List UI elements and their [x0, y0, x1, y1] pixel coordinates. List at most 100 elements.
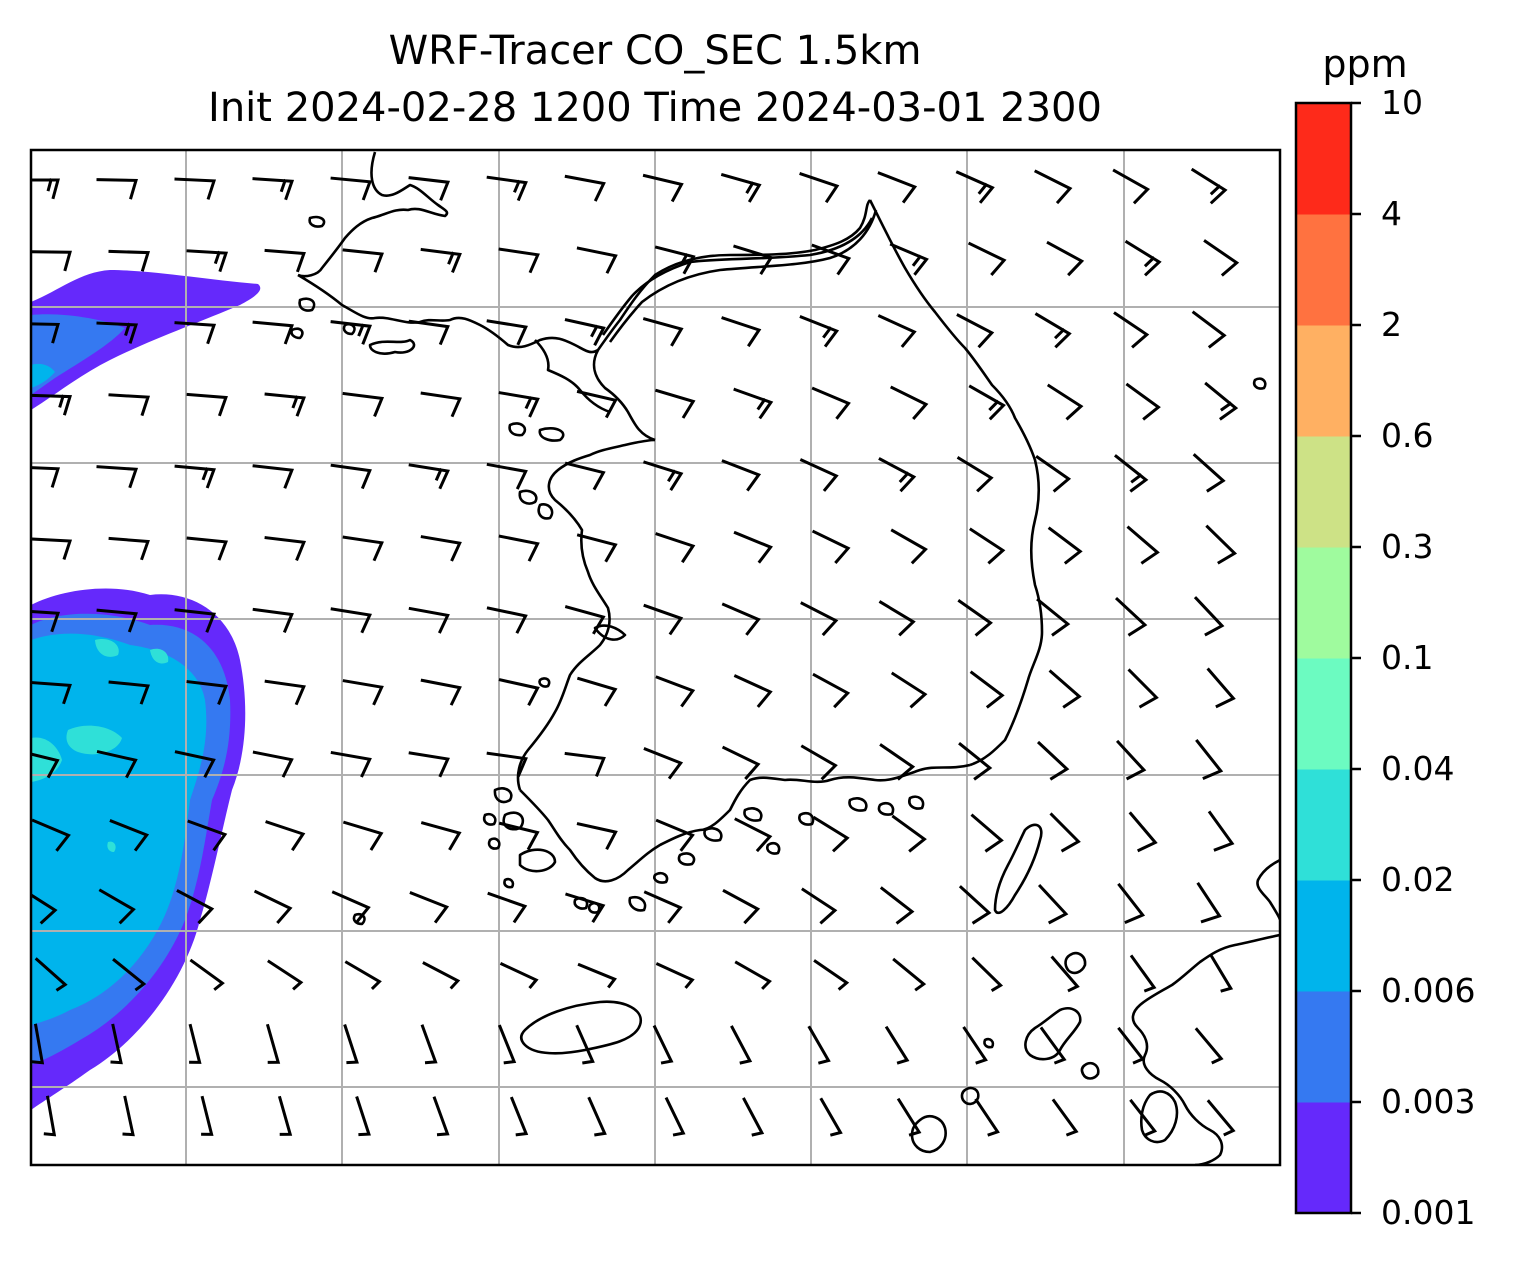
wind-barb	[498, 534, 540, 562]
wind-barb	[174, 177, 217, 200]
wind-barb	[31, 893, 58, 925]
colorbar-tick-label: 2	[1381, 305, 1402, 344]
wind-barb	[499, 962, 539, 990]
wind-barb	[420, 821, 462, 851]
wind-barb	[486, 175, 528, 202]
wind-barb	[801, 887, 838, 925]
wind-barb	[342, 391, 385, 417]
wind-barb	[1046, 240, 1085, 277]
wind-barb	[564, 174, 606, 202]
tracer-plume-upper	[31, 270, 261, 410]
wind-barb	[1113, 311, 1150, 349]
wind-barb	[264, 392, 306, 417]
wind-barb	[576, 246, 618, 274]
wind-barb	[642, 173, 684, 203]
wind-barb	[498, 247, 540, 274]
wind-barb	[1113, 454, 1149, 493]
wind-barb	[576, 676, 618, 707]
wind-barb	[486, 462, 528, 490]
wind-barb	[343, 1024, 359, 1065]
wind-barb	[955, 170, 995, 204]
wind-barb	[655, 818, 695, 852]
wind-barb	[187, 819, 228, 852]
wind-barb	[1046, 383, 1084, 421]
wind-barb	[721, 459, 762, 492]
wind-barb	[576, 389, 618, 419]
wind-barb	[877, 171, 918, 204]
wind-barb	[252, 177, 295, 201]
wind-barb	[733, 387, 774, 420]
wind-barb	[253, 889, 293, 925]
colorbar-tick-label: 0.6	[1381, 416, 1434, 455]
wind-barb	[110, 1023, 123, 1065]
wind-barb	[733, 530, 773, 564]
wind-barb	[742, 1097, 765, 1137]
map-title-line-2: Init 2024-02-28 1200 Time 2024-03-01 230…	[208, 85, 1102, 131]
wind-barb	[31, 466, 61, 488]
wind-barb	[486, 751, 528, 778]
wind-barb	[890, 671, 928, 709]
map-title-line-1: WRF-Tracer CO_SEC 1.5km	[388, 28, 922, 74]
wind-barb	[721, 602, 761, 636]
wind-barb	[497, 1024, 517, 1065]
wind-barb	[1124, 239, 1162, 277]
wind-barb	[878, 600, 916, 637]
wind-barb	[957, 599, 993, 637]
colorbar-segment	[1296, 325, 1351, 437]
wind-barb	[265, 820, 306, 852]
wind-barb	[96, 178, 138, 200]
wind-barb	[267, 959, 304, 991]
wind-barb	[970, 813, 1004, 853]
wind-barb	[189, 958, 225, 991]
wind-barb	[174, 464, 216, 489]
wind-barb	[652, 1024, 674, 1065]
wind-barb	[889, 385, 929, 421]
wind-barb	[330, 463, 372, 490]
colorbar-tick-label: 0.006	[1381, 971, 1476, 1010]
colorbar-tick-label: 0.3	[1381, 527, 1434, 566]
map-frame	[29, 148, 1282, 1167]
wind-barb	[967, 241, 1007, 277]
wind-barb	[1194, 1027, 1224, 1065]
wind-barb	[819, 1097, 843, 1137]
wind-barb	[564, 605, 606, 635]
wind-barb	[1035, 455, 1072, 493]
wind-barb	[420, 535, 462, 562]
wind-barb	[31, 537, 73, 560]
wind-barb	[112, 957, 147, 992]
wind-barb	[721, 745, 761, 781]
wind-barb	[96, 608, 138, 633]
wind-barb	[1117, 882, 1146, 924]
wind-barb	[31, 681, 72, 705]
wind-barb	[1049, 812, 1081, 853]
wind-barb	[1050, 955, 1080, 993]
colorbar-tick-label: 0.02	[1381, 860, 1455, 899]
wind-barb	[252, 320, 294, 345]
wind-barb	[420, 391, 462, 418]
wind-barb	[564, 318, 606, 347]
wind-barb	[420, 247, 462, 274]
wind-barb	[31, 818, 71, 852]
colorbar-tick-label: 0.003	[1381, 1082, 1476, 1121]
colorbar-segment	[1296, 547, 1351, 659]
wind-barb	[96, 465, 139, 489]
wind-barb	[1209, 953, 1234, 993]
wind-barb	[96, 321, 139, 344]
wind-barb	[800, 601, 839, 637]
wind-barb	[884, 1025, 910, 1065]
wind-barb	[892, 957, 927, 992]
wind-barb	[277, 1095, 293, 1136]
wind-barb	[1039, 1026, 1067, 1065]
wind-barb	[1203, 239, 1240, 277]
wind-barb	[643, 603, 684, 636]
wind-barb	[654, 245, 696, 275]
colorbar-segment	[1296, 769, 1351, 881]
wind-barb	[252, 607, 294, 634]
wind-barb	[958, 885, 992, 925]
wind-barb	[264, 248, 306, 273]
wind-barb	[1127, 668, 1159, 709]
wind-barb	[1206, 1099, 1236, 1137]
wind-barb	[186, 536, 228, 561]
wind-barb	[1117, 1026, 1146, 1065]
